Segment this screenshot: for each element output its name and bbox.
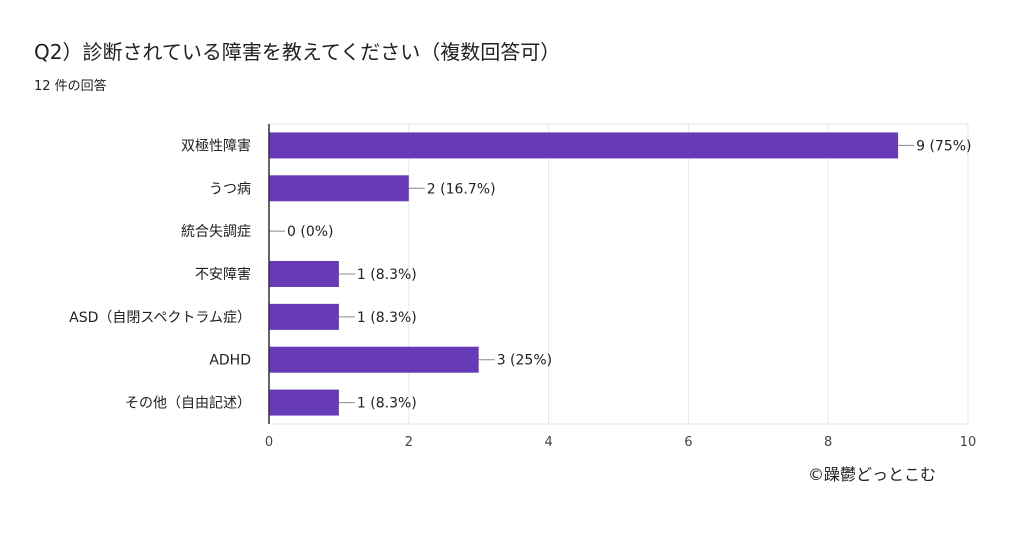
bar-0 — [269, 132, 899, 159]
x-tick-label: 6 — [684, 435, 692, 450]
x-tick-label: 10 — [960, 435, 977, 450]
data-label: 9 (75%) — [916, 138, 971, 154]
copyright-notice: ©躁鬱どっとこむ — [808, 465, 937, 484]
category-label: 統合失調症 — [181, 224, 251, 240]
data-label: 1 (8.3%) — [357, 310, 417, 326]
category-label: 不安障害 — [195, 267, 251, 283]
x-tick-label: 0 — [265, 435, 273, 450]
category-label: ADHD — [209, 353, 251, 369]
bar-1 — [269, 175, 409, 202]
data-label: 1 (8.3%) — [357, 267, 417, 283]
chart-title: Q2）診断されている障害を教えてください（複数回答可） — [34, 40, 561, 64]
category-label: その他（自由記述） — [125, 395, 251, 412]
bar-6 — [269, 389, 339, 416]
bar-4 — [269, 303, 339, 330]
category-label: 双極性障害 — [181, 138, 251, 154]
response-count: 12 件の回答 — [34, 79, 107, 94]
bar-5 — [269, 346, 479, 373]
data-label: 2 (16.7%) — [427, 181, 496, 197]
category-label: うつ病 — [209, 181, 251, 197]
x-tick-label: 2 — [405, 435, 413, 450]
data-label: 1 (8.3%) — [357, 396, 417, 412]
bar-3 — [269, 261, 339, 287]
data-label: 0 (0%) — [287, 224, 334, 240]
category-label: ASD（自閉スペクトラム症） — [69, 310, 251, 326]
data-label: 3 (25%) — [497, 353, 552, 369]
x-tick-label: 4 — [544, 435, 552, 450]
x-tick-label: 8 — [824, 435, 832, 450]
